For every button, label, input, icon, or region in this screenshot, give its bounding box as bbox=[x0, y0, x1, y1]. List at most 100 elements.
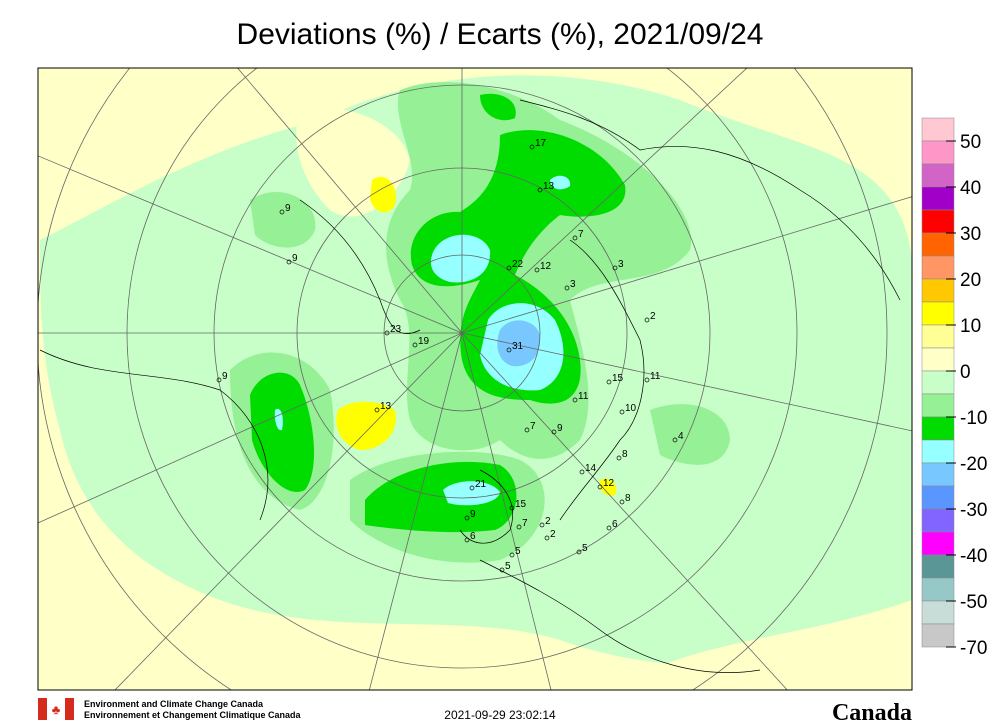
station-marker bbox=[464, 515, 470, 521]
station-marker bbox=[597, 484, 603, 490]
colorbar-swatch bbox=[921, 554, 955, 579]
colorbar-label: -10 bbox=[960, 408, 987, 429]
station-marker bbox=[529, 144, 535, 150]
org-en: Environment and Climate Change Canada bbox=[84, 699, 264, 709]
station-marker bbox=[572, 397, 578, 403]
station-value: 17 bbox=[535, 138, 547, 149]
station-value: 10 bbox=[625, 403, 637, 414]
station-value: 3 bbox=[570, 279, 576, 290]
colorbar-swatch bbox=[921, 531, 955, 556]
colorbar-swatch bbox=[921, 508, 955, 533]
station-value: 21 bbox=[475, 479, 487, 490]
colorbar-label: 50 bbox=[960, 132, 981, 153]
station-marker bbox=[606, 525, 612, 531]
colorbar-label: 20 bbox=[960, 270, 981, 291]
colorbar-swatch bbox=[921, 324, 955, 349]
station-marker bbox=[524, 427, 530, 433]
station-marker bbox=[374, 407, 380, 413]
station-value: 15 bbox=[612, 373, 624, 384]
station-value: 8 bbox=[625, 493, 631, 504]
station-marker bbox=[464, 537, 470, 543]
colorbar-label: -30 bbox=[960, 500, 987, 521]
colorbar-swatch bbox=[921, 278, 955, 303]
colorbar-label: 10 bbox=[960, 316, 981, 337]
station-marker bbox=[616, 455, 622, 461]
station-marker bbox=[506, 265, 512, 271]
station-value: 13 bbox=[380, 401, 392, 412]
station-marker bbox=[644, 317, 650, 323]
station-value: 7 bbox=[578, 229, 584, 240]
station-marker bbox=[644, 377, 650, 383]
station-value: 5 bbox=[505, 561, 511, 572]
station-marker bbox=[537, 187, 543, 193]
colorbar-swatch bbox=[921, 209, 955, 234]
station-value: 3 bbox=[618, 259, 624, 270]
colorbar-swatch bbox=[921, 393, 955, 418]
colorbar-label: 40 bbox=[960, 178, 981, 199]
station-marker bbox=[579, 469, 585, 475]
station-value: 22 bbox=[512, 259, 524, 270]
station-value: 11 bbox=[650, 371, 661, 382]
colorbar-swatch bbox=[921, 485, 955, 510]
wordmark: Canada bbox=[832, 700, 912, 726]
station-marker bbox=[619, 499, 625, 505]
station-value: 7 bbox=[522, 518, 528, 529]
station-value: 5 bbox=[515, 546, 521, 557]
station-value: 8 bbox=[622, 449, 628, 460]
station-marker bbox=[619, 409, 625, 415]
colorbar-swatch bbox=[921, 163, 955, 188]
colorbar-swatch bbox=[921, 462, 955, 487]
station-value: 23 bbox=[390, 324, 402, 335]
station-value: 12 bbox=[603, 478, 615, 489]
colorbar-swatch bbox=[921, 301, 955, 326]
station-marker bbox=[499, 567, 505, 573]
station-value: 31 bbox=[512, 341, 524, 352]
station-marker bbox=[606, 379, 612, 385]
station-value: 2 bbox=[550, 529, 556, 540]
station-value: 4 bbox=[678, 431, 684, 442]
station-value: 2 bbox=[650, 311, 656, 322]
colorbar-swatch bbox=[921, 370, 955, 395]
station-marker bbox=[384, 330, 390, 336]
colorbar-swatch bbox=[921, 117, 955, 142]
station-value: 7 bbox=[530, 421, 536, 432]
station-value: 6 bbox=[612, 519, 618, 530]
station-value: 15 bbox=[515, 499, 527, 510]
colorbar-swatch bbox=[921, 439, 955, 464]
station-marker bbox=[279, 209, 285, 215]
colorbar-label: -20 bbox=[960, 454, 987, 475]
station-marker bbox=[576, 549, 582, 555]
colorbar-swatch bbox=[921, 623, 955, 648]
station-marker bbox=[572, 235, 578, 241]
colorbar-swatch bbox=[921, 140, 955, 165]
station-value: 19 bbox=[418, 336, 430, 347]
station-marker bbox=[516, 524, 522, 530]
colorbar-label: -50 bbox=[960, 592, 987, 613]
colorbar-swatch bbox=[921, 232, 955, 257]
station-marker bbox=[286, 259, 292, 265]
station-value: 14 bbox=[585, 463, 597, 474]
station-marker bbox=[544, 535, 550, 541]
colorbar-label: 0 bbox=[960, 362, 971, 383]
colorbar-swatch bbox=[921, 600, 955, 625]
title: Deviations (%) / Ecarts (%), 2021/09/24 bbox=[237, 18, 764, 51]
station-marker bbox=[506, 347, 512, 353]
station-value: 9 bbox=[557, 423, 563, 434]
station-marker bbox=[612, 265, 618, 271]
org-fr: Environnement et Changement Climatique C… bbox=[84, 710, 302, 720]
station-marker bbox=[509, 505, 515, 511]
station-value: 9 bbox=[222, 371, 228, 382]
colorbar-swatch bbox=[921, 255, 955, 280]
timestamp: 2021-09-29 23:02:14 bbox=[444, 708, 556, 722]
station-value: 9 bbox=[470, 509, 476, 520]
station-value: 2 bbox=[545, 516, 551, 527]
station-value: 6 bbox=[470, 531, 476, 542]
station-marker bbox=[551, 429, 557, 435]
station-marker bbox=[534, 267, 540, 273]
colorbar-swatch bbox=[921, 577, 955, 602]
station-marker bbox=[216, 377, 222, 383]
station-marker bbox=[564, 285, 570, 291]
station-value: 13 bbox=[543, 181, 555, 192]
